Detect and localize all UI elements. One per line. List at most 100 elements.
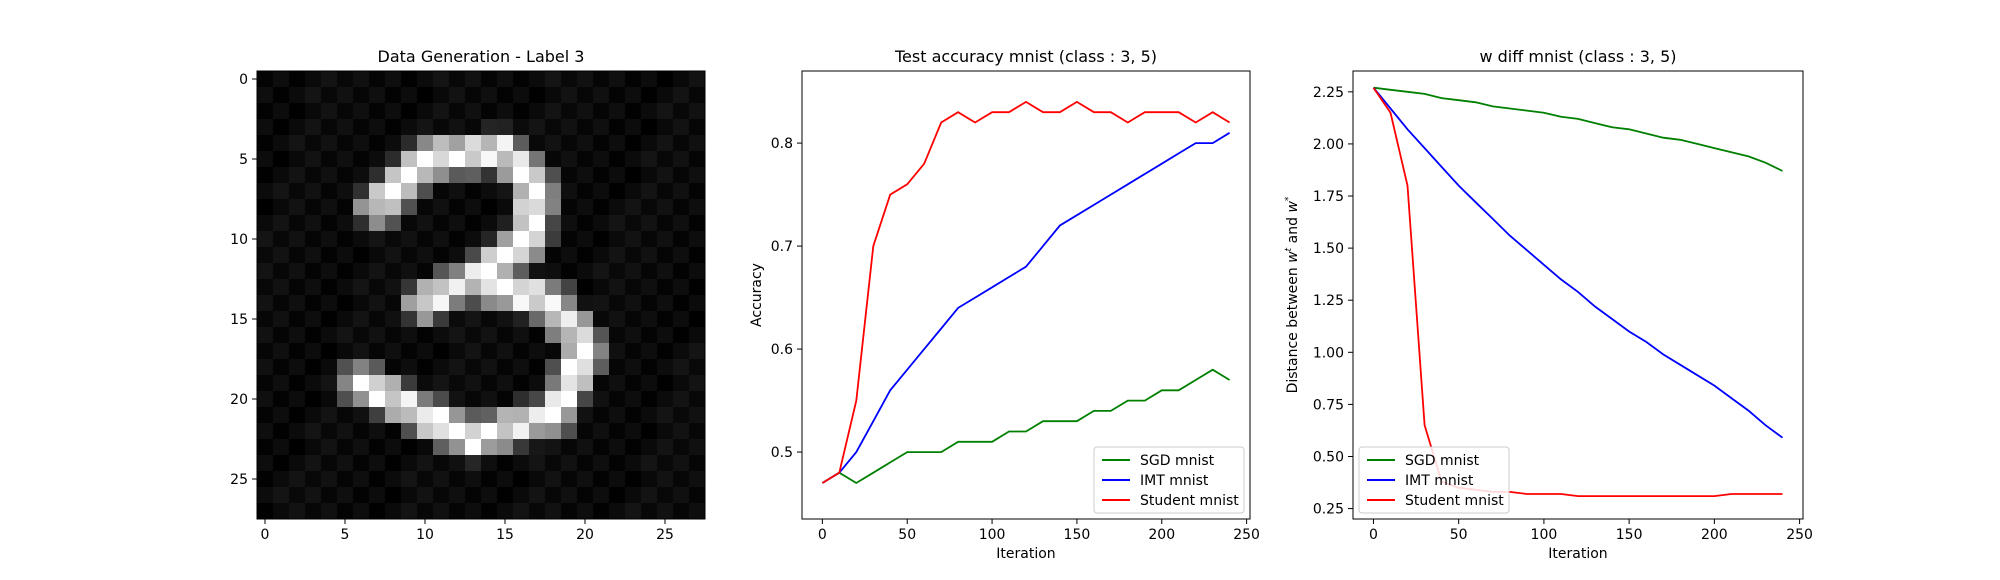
pixel-cell [561, 183, 578, 200]
pixel-cell [609, 167, 626, 184]
pixel-cell [545, 119, 562, 136]
pixel-cell [481, 263, 498, 280]
pixel-cell [577, 487, 594, 504]
pixel-cell [305, 471, 322, 488]
pixel-cell [417, 71, 434, 88]
pixel-cell [433, 103, 450, 120]
pixel-cell [609, 295, 626, 312]
pixel-cell [353, 263, 370, 280]
pixel-cell [561, 311, 578, 328]
pixel-cell [321, 391, 338, 408]
pixel-cell [529, 503, 546, 520]
pixel-cell [401, 71, 418, 88]
pixel-cell [497, 231, 514, 248]
pixel-cell [385, 503, 402, 520]
pixel-cell [545, 167, 562, 184]
pixel-cell [417, 375, 434, 392]
pixel-cell [273, 215, 290, 232]
pixel-cell [657, 135, 674, 152]
pixel-cell [609, 487, 626, 504]
pixel-cell [497, 311, 514, 328]
accuracy-y-ticks: 0.5 0.6 0.7 0.8 [771, 136, 802, 461]
pixel-cell [449, 135, 466, 152]
pixel-cell [273, 183, 290, 200]
pixel-cell [321, 503, 338, 520]
pixel-cell [273, 199, 290, 216]
pixel-cell [577, 103, 594, 120]
pixel-cell [545, 391, 562, 408]
wdiff-y-label-part: * [1284, 196, 1294, 201]
pixel-cell [609, 247, 626, 264]
pixel-cell [401, 231, 418, 248]
pixel-cell [369, 263, 386, 280]
pixel-cell [369, 87, 386, 104]
pixel-cell [529, 167, 546, 184]
pixel-cell [289, 439, 306, 456]
pixel-cell [529, 423, 546, 440]
pixel-cell [593, 343, 610, 360]
pixel-cell [401, 391, 418, 408]
pixel-cell [305, 231, 322, 248]
pixel-cell [353, 231, 370, 248]
pixel-cell [673, 327, 690, 344]
pixel-cell [289, 135, 306, 152]
y-tick-label: 2.00 [1313, 137, 1344, 153]
pixel-cell [337, 487, 354, 504]
pixel-cell [305, 183, 322, 200]
pixel-cell [513, 327, 530, 344]
pixel-cell [305, 135, 322, 152]
pixel-cell [305, 503, 322, 520]
pixel-cell [609, 439, 626, 456]
pixel-cell [353, 391, 370, 408]
pixel-cell [401, 343, 418, 360]
pixel-cell [529, 327, 546, 344]
legend-box [1093, 446, 1245, 514]
pixel-cell [353, 183, 370, 200]
pixel-cell [369, 183, 386, 200]
pixel-cell [689, 135, 706, 152]
pixel-cell [257, 71, 274, 88]
pixel-cell [689, 263, 706, 280]
pixel-cell [593, 167, 610, 184]
wdiff-y-label-part: and [1285, 213, 1301, 248]
pixel-cell [337, 151, 354, 168]
pixel-cell [465, 407, 482, 424]
pixel-cell [545, 439, 562, 456]
y-tick-label: 25 [230, 472, 248, 488]
pixel-cell [657, 151, 674, 168]
pixel-cell [593, 279, 610, 296]
pixel-cell [481, 247, 498, 264]
pixel-cell [561, 423, 578, 440]
pixel-cell [337, 247, 354, 264]
pixel-cell [529, 359, 546, 376]
pixel-cell [449, 391, 466, 408]
y-tick-label: 15 [230, 312, 248, 328]
pixel-cell [465, 455, 482, 472]
pixel-cell [289, 183, 306, 200]
accuracy-y-label: Accuracy [749, 263, 765, 327]
pixel-cell [321, 71, 338, 88]
pixel-cell [257, 439, 274, 456]
pixel-cell [401, 183, 418, 200]
pixel-cell [385, 119, 402, 136]
pixel-cell [577, 503, 594, 520]
pixel-cell [257, 471, 274, 488]
pixel-cell [561, 359, 578, 376]
pixel-cell [385, 455, 402, 472]
pixel-cell [625, 71, 642, 88]
pixel-cell [449, 279, 466, 296]
pixel-cell [673, 87, 690, 104]
pixel-cell [689, 119, 706, 136]
pixel-cell [369, 215, 386, 232]
pixel-cell [481, 279, 498, 296]
pixel-cell [465, 439, 482, 456]
pixel-cell [353, 311, 370, 328]
pixel-cell [529, 71, 546, 88]
accuracy-title: Test accuracy mnist (class : 3, 5) [894, 47, 1157, 66]
pixel-cell [609, 87, 626, 104]
pixel-cell [609, 103, 626, 120]
pixel-cell [529, 295, 546, 312]
pixel-cell [433, 423, 450, 440]
pixel-cell [673, 231, 690, 248]
wdiff-y-label-part: w [1285, 201, 1301, 213]
